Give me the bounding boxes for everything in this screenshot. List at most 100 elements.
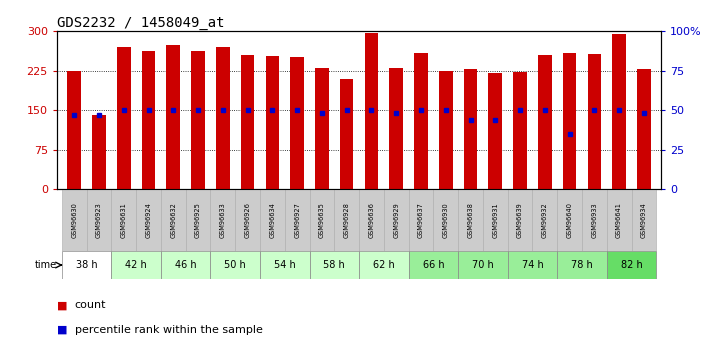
Text: 62 h: 62 h <box>373 260 395 270</box>
Bar <box>384 189 409 251</box>
Bar <box>508 189 533 251</box>
Bar <box>538 55 552 189</box>
Bar <box>315 68 328 189</box>
Bar <box>508 251 557 279</box>
Bar <box>582 189 606 251</box>
Text: ■: ■ <box>57 325 71 335</box>
Text: 70 h: 70 h <box>472 260 493 270</box>
Bar <box>136 189 161 251</box>
Text: 78 h: 78 h <box>571 260 593 270</box>
Text: 38 h: 38 h <box>76 260 97 270</box>
Bar <box>434 189 458 251</box>
Text: GSM96931: GSM96931 <box>492 202 498 238</box>
Text: GSM96636: GSM96636 <box>368 202 375 238</box>
Bar <box>112 189 136 251</box>
Bar <box>241 55 255 189</box>
Bar <box>166 45 180 189</box>
Bar <box>62 251 112 279</box>
Bar <box>587 54 602 189</box>
Bar <box>260 251 309 279</box>
Bar <box>557 189 582 251</box>
Bar <box>117 47 131 189</box>
Text: 42 h: 42 h <box>125 260 147 270</box>
Bar <box>409 189 434 251</box>
Bar <box>284 189 309 251</box>
Bar <box>112 251 161 279</box>
Bar <box>161 251 210 279</box>
Text: GSM96639: GSM96639 <box>517 202 523 238</box>
Text: 46 h: 46 h <box>175 260 196 270</box>
Text: 54 h: 54 h <box>274 260 296 270</box>
Bar <box>483 189 508 251</box>
Text: 58 h: 58 h <box>324 260 345 270</box>
Bar <box>210 251 260 279</box>
Bar <box>161 189 186 251</box>
Text: GSM96630: GSM96630 <box>71 202 77 238</box>
Text: GSM96640: GSM96640 <box>567 202 572 238</box>
Bar <box>631 189 656 251</box>
Text: GSM96637: GSM96637 <box>418 202 424 238</box>
Bar <box>464 69 477 189</box>
Text: GSM96638: GSM96638 <box>468 202 474 238</box>
Text: 74 h: 74 h <box>522 260 543 270</box>
Text: percentile rank within the sample: percentile rank within the sample <box>75 325 262 335</box>
Text: GSM96633: GSM96633 <box>220 202 226 238</box>
Bar <box>606 251 656 279</box>
Bar <box>290 58 304 189</box>
Text: GDS2232 / 1458049_at: GDS2232 / 1458049_at <box>57 16 225 30</box>
Bar <box>340 79 353 189</box>
Text: GSM96926: GSM96926 <box>245 202 250 238</box>
Bar <box>191 51 205 189</box>
Bar <box>606 189 631 251</box>
Bar <box>415 53 428 189</box>
Bar <box>439 71 453 189</box>
Text: GSM96635: GSM96635 <box>319 202 325 238</box>
Bar <box>87 189 112 251</box>
Text: time: time <box>36 260 58 270</box>
Text: GSM96632: GSM96632 <box>171 202 176 238</box>
Text: GSM96927: GSM96927 <box>294 202 300 238</box>
Bar <box>309 251 359 279</box>
Bar <box>458 251 508 279</box>
Bar <box>235 189 260 251</box>
Bar <box>62 189 87 251</box>
Bar <box>141 51 155 189</box>
Text: GSM96634: GSM96634 <box>269 202 275 238</box>
Bar <box>260 189 284 251</box>
Bar <box>637 69 651 189</box>
Bar <box>557 251 606 279</box>
Text: count: count <box>75 300 106 310</box>
Bar <box>359 251 409 279</box>
Text: GSM96928: GSM96928 <box>343 202 350 238</box>
Bar <box>488 73 502 189</box>
Bar <box>186 189 210 251</box>
Bar <box>365 33 378 189</box>
Bar <box>309 189 334 251</box>
Bar <box>216 47 230 189</box>
Bar <box>563 53 577 189</box>
Bar <box>68 71 81 189</box>
Bar <box>265 56 279 189</box>
Text: GSM96932: GSM96932 <box>542 202 547 238</box>
Text: GSM96933: GSM96933 <box>592 202 597 238</box>
Bar <box>513 72 527 189</box>
Text: 50 h: 50 h <box>225 260 246 270</box>
Bar <box>409 251 458 279</box>
Text: GSM96924: GSM96924 <box>146 202 151 238</box>
Text: GSM96631: GSM96631 <box>121 202 127 238</box>
Text: GSM96641: GSM96641 <box>616 202 622 238</box>
Text: GSM96925: GSM96925 <box>195 202 201 238</box>
Text: 66 h: 66 h <box>422 260 444 270</box>
Bar <box>92 115 106 189</box>
Bar <box>210 189 235 251</box>
Text: GSM96930: GSM96930 <box>443 202 449 238</box>
Bar <box>533 189 557 251</box>
Bar <box>612 34 626 189</box>
Text: 82 h: 82 h <box>621 260 642 270</box>
Bar <box>359 189 384 251</box>
Text: GSM96929: GSM96929 <box>393 202 399 238</box>
Bar <box>334 189 359 251</box>
Bar <box>390 68 403 189</box>
Text: ■: ■ <box>57 300 71 310</box>
Text: GSM96934: GSM96934 <box>641 202 647 238</box>
